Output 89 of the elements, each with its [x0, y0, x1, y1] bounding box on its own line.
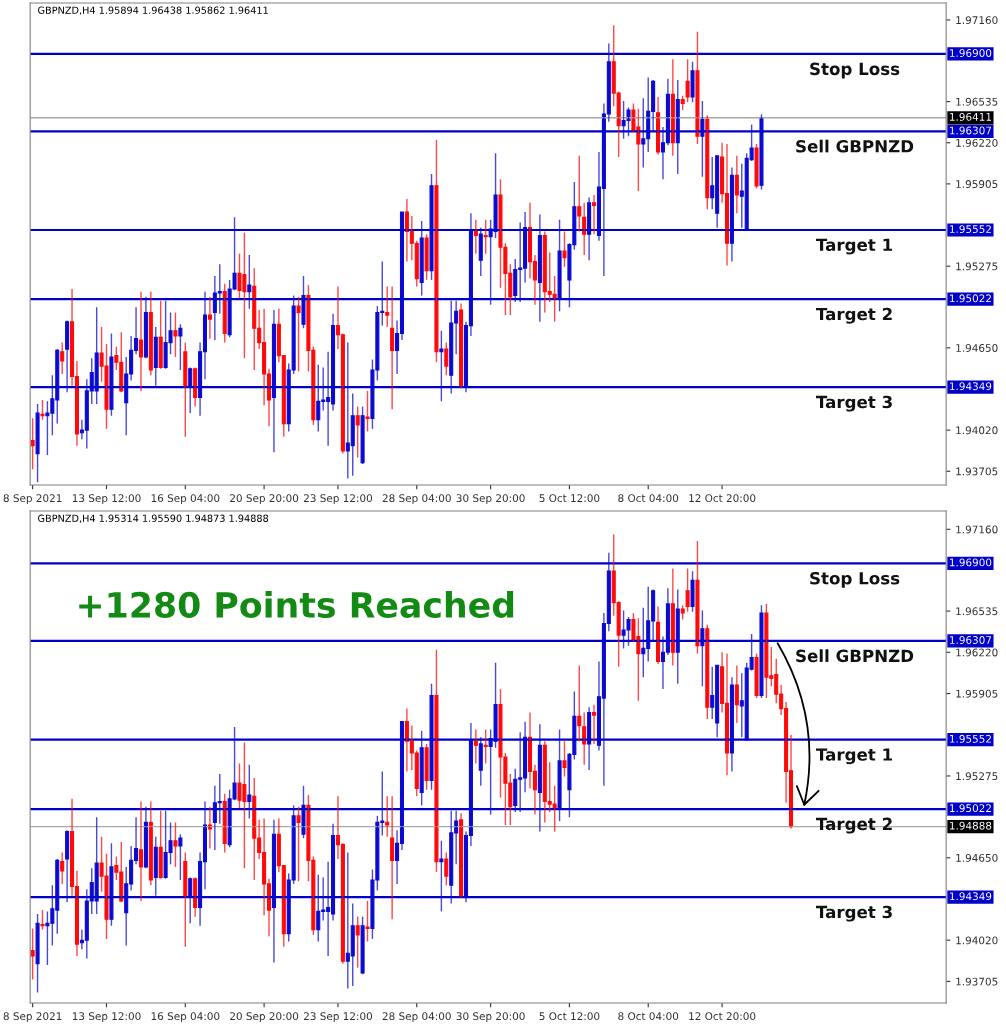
candlestick — [690, 61, 695, 103]
annotation: Sell GBPNZD — [796, 139, 914, 153]
annotation: Target 2 — [815, 817, 892, 834]
x-tick-label: 28 Sep 04:00 — [382, 1012, 451, 1023]
candlestick — [424, 743, 429, 791]
ref-line-label: 1.95022 — [950, 804, 991, 813]
y-tick-label: 1.96535 — [956, 607, 998, 616]
candlestick — [434, 139, 439, 363]
y-tick-label: 1.93705 — [956, 467, 998, 476]
y-tick-label: 1.94650 — [956, 853, 998, 862]
x-tick-label: 5 Oct 12:00 — [539, 494, 600, 503]
ref-line-label: 1.95552 — [950, 734, 991, 743]
candlestick — [764, 603, 769, 699]
y-tick-label: 1.93705 — [956, 977, 998, 986]
x-tick-label: 16 Sep 04:00 — [151, 1012, 220, 1023]
y-tick-label: 1.95275 — [956, 262, 998, 271]
y-tick-label: 1.94020 — [956, 426, 998, 435]
x-tick-label: 8 Oct 04:00 — [618, 1012, 679, 1021]
ref-line-label: 1.96900 — [950, 558, 992, 567]
ref-line-label: 1.95022 — [950, 294, 991, 303]
y-tick-label: 1.95275 — [956, 772, 998, 781]
candlestick — [695, 31, 700, 145]
ref-line-label: 1.96307 — [950, 636, 992, 644]
candlestick — [434, 648, 439, 873]
x-tick-label: 30 Sep 20:00 — [456, 494, 525, 505]
y-tick-label: 1.96220 — [956, 138, 998, 147]
annotation: Target 3 — [815, 395, 892, 412]
ref-line-label: 1.94349 — [950, 382, 992, 391]
x-tick-label: 8 Oct 04:00 — [618, 494, 679, 503]
text: +1280 Points Reached — [79, 591, 514, 618]
candlestick — [296, 296, 301, 373]
x-tick-label: 5 Oct 12:00 — [539, 1012, 600, 1021]
x-tick-label: 13 Sep 12:00 — [72, 494, 141, 505]
candlestick — [424, 233, 429, 281]
y-tick-label: 1.94020 — [956, 936, 998, 945]
candlestick — [296, 806, 301, 883]
chart-title: GBPNZD,H4 1.95894 1.96438 1.95862 1.96411 — [38, 6, 268, 15]
ref-line-label: 1.96900 — [950, 49, 992, 57]
x-tick-label: 13 Sep 12:00 — [72, 1012, 141, 1023]
ref-line-label: 1.96411 — [950, 112, 991, 121]
candlestick — [178, 833, 183, 881]
ref-line-label: 1.94349 — [950, 892, 992, 901]
y-tick-label: 1.97160 — [956, 16, 998, 25]
candlestick — [562, 230, 567, 268]
annotation: Target 1 — [815, 748, 893, 765]
candlestick — [178, 323, 183, 371]
candlestick — [360, 915, 365, 975]
x-tick-label: 20 Sep 20:00 — [230, 1012, 299, 1023]
x-tick-label: 12 Oct 20:00 — [689, 1012, 756, 1021]
y-tick-label: 1.96220 — [956, 648, 998, 657]
ref-line-label: 1.96307 — [950, 126, 992, 135]
x-tick-label: 28 Sep 04:00 — [382, 494, 451, 505]
y-tick-label: 1.94650 — [956, 344, 998, 352]
candlestick — [35, 913, 40, 994]
candlestick — [173, 311, 178, 358]
y-tick-label: 1.96535 — [956, 97, 998, 106]
candlestick — [35, 403, 40, 484]
candlestick — [365, 900, 370, 943]
candlestick — [754, 143, 759, 190]
x-tick-label: 16 Sep 04:00 — [151, 494, 220, 505]
candlestick — [173, 821, 178, 868]
annotation: Target 1 — [815, 238, 893, 255]
y-tick-label: 1.95905 — [956, 689, 998, 698]
candlestick — [754, 652, 759, 699]
x-tick-label: 8 Sep 2021 — [3, 1012, 62, 1023]
annotation: Target 3 — [815, 905, 892, 922]
y-tick-label: 1.95905 — [956, 180, 998, 188]
x-tick-label: 23 Sep 12:00 — [303, 494, 373, 505]
candlestick — [360, 405, 365, 465]
candlestick — [685, 58, 690, 103]
annotation: Stop Loss — [810, 62, 900, 79]
x-tick-label: 8 Sep 2021 — [3, 494, 62, 505]
candlestick — [365, 390, 370, 433]
y-tick-label: 1.97160 — [956, 525, 998, 534]
annotation: Sell GBPNZD — [796, 649, 914, 663]
chart-title: GBPNZD,H4 1.95314 1.95590 1.94873 1.94888 — [38, 514, 269, 523]
candlestick — [695, 540, 700, 655]
x-tick-label: 20 Sep 20:00 — [230, 494, 299, 505]
x-tick-label: 12 Oct 20:00 — [689, 494, 756, 503]
ref-line-label: 1.95552 — [950, 225, 991, 234]
annotation: Target 2 — [815, 307, 892, 324]
candlestick — [690, 570, 695, 613]
ref-line-label: 1.94888 — [950, 821, 992, 830]
x-tick-label: 23 Sep 12:00 — [303, 1012, 373, 1023]
candlestick — [45, 400, 50, 456]
candlestick — [685, 567, 690, 613]
x-tick-label: 30 Sep 20:00 — [456, 1012, 525, 1023]
candlestick — [562, 740, 567, 778]
annotation: Stop Loss — [810, 571, 900, 588]
